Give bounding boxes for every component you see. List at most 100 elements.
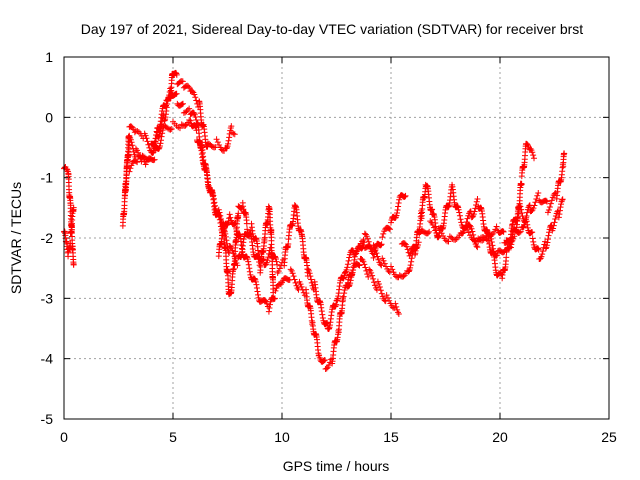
data-point-marker xyxy=(389,266,396,273)
data-point-marker xyxy=(244,256,251,263)
data-point-marker xyxy=(165,94,172,101)
data-point-marker xyxy=(186,105,193,112)
data-point-marker xyxy=(389,304,396,311)
data-point-marker xyxy=(466,222,473,229)
data-point-marker xyxy=(392,300,399,307)
data-point-marker xyxy=(163,102,170,109)
data-point-marker xyxy=(378,241,385,248)
data-point-marker xyxy=(550,222,557,229)
data-point-marker xyxy=(246,268,253,275)
data-point-marker xyxy=(486,230,493,237)
data-point-marker xyxy=(325,362,332,369)
data-point-marker xyxy=(531,202,538,209)
data-point-marker xyxy=(270,289,277,296)
data-point-marker xyxy=(380,230,387,237)
data-point-marker xyxy=(150,141,157,148)
data-point-marker xyxy=(186,116,193,123)
data-point-marker xyxy=(517,228,524,235)
data-point-marker xyxy=(384,294,391,301)
y-tick-label: -3 xyxy=(41,290,54,306)
data-point-marker xyxy=(543,198,550,205)
data-point-marker xyxy=(456,209,463,216)
data-point-marker xyxy=(403,243,410,250)
data-point-marker xyxy=(531,155,538,162)
data-point-marker xyxy=(457,216,464,223)
data-point-marker xyxy=(344,264,351,271)
data-point-marker xyxy=(529,229,536,236)
data-point-marker xyxy=(367,245,374,252)
data-point-marker xyxy=(371,279,378,286)
data-point-marker xyxy=(126,168,133,175)
data-point-marker xyxy=(445,238,452,245)
data-point-marker xyxy=(231,131,238,138)
data-point-marker xyxy=(539,251,546,258)
data-point-marker xyxy=(152,135,159,142)
data-point-marker xyxy=(134,159,141,166)
data-point-marker xyxy=(464,215,471,222)
data-point-marker xyxy=(376,283,383,290)
data-point-marker xyxy=(432,227,439,234)
data-point-marker xyxy=(543,197,550,204)
data-point-marker xyxy=(429,221,436,228)
data-point-marker xyxy=(546,204,553,211)
data-point-marker xyxy=(158,133,165,140)
data-point-marker xyxy=(187,117,194,124)
data-point-marker xyxy=(287,266,294,273)
data-point-marker xyxy=(186,84,193,91)
data-point-marker xyxy=(127,165,134,172)
data-point-marker xyxy=(275,268,282,275)
data-point-marker xyxy=(522,219,529,226)
data-point-marker xyxy=(253,281,260,288)
data-point-marker xyxy=(318,308,325,315)
data-point-marker xyxy=(434,232,441,239)
data-point-marker xyxy=(388,263,394,270)
data-point-marker xyxy=(346,254,353,261)
data-point-marker xyxy=(192,114,199,121)
data-point-marker xyxy=(393,210,400,217)
data-point-marker xyxy=(359,245,366,252)
data-point-marker xyxy=(465,229,472,236)
data-point-marker xyxy=(484,237,491,244)
plot-frame xyxy=(63,56,610,420)
chart-title: Day 197 of 2021, Sidereal Day-to-day VTE… xyxy=(81,21,583,37)
data-point-marker xyxy=(455,206,462,213)
data-point-marker xyxy=(164,97,171,104)
data-point-marker xyxy=(159,130,166,137)
data-point-marker xyxy=(468,225,475,232)
data-point-marker xyxy=(360,258,367,265)
data-point-marker xyxy=(323,365,330,372)
data-point-marker xyxy=(179,78,186,85)
data-point-marker xyxy=(373,250,380,257)
data-point-marker xyxy=(404,246,411,253)
data-point-marker xyxy=(254,288,261,295)
data-point-marker xyxy=(526,202,533,209)
data-point-marker xyxy=(437,227,444,234)
x-tick-label: 0 xyxy=(60,429,68,445)
data-point-marker xyxy=(193,127,200,134)
data-point-marker xyxy=(213,136,220,143)
data-point-marker xyxy=(493,252,500,259)
data-point-marker xyxy=(438,230,445,237)
data-point-marker xyxy=(273,256,280,263)
data-point-marker xyxy=(379,234,386,241)
data-point-marker xyxy=(561,150,568,157)
data-point-marker xyxy=(130,148,137,155)
data-point-marker xyxy=(308,276,315,283)
data-point-marker xyxy=(227,214,234,221)
data-point-marker xyxy=(155,145,162,152)
data-point-marker xyxy=(126,132,133,139)
data-point-marker xyxy=(516,229,523,236)
data-point-marker xyxy=(191,110,198,117)
data-point-marker xyxy=(556,211,563,218)
data-point-marker xyxy=(216,141,223,148)
data-point-marker xyxy=(527,145,534,152)
y-tick-label: -1 xyxy=(41,170,54,186)
data-point-marker xyxy=(518,210,525,217)
data-point-marker xyxy=(510,235,517,242)
data-point-marker xyxy=(499,228,506,235)
data-point-marker xyxy=(266,305,273,312)
data-point-marker xyxy=(503,254,510,261)
data-point-marker xyxy=(340,293,347,300)
data-point-marker xyxy=(176,125,183,132)
y-tick-label: -5 xyxy=(41,411,54,427)
